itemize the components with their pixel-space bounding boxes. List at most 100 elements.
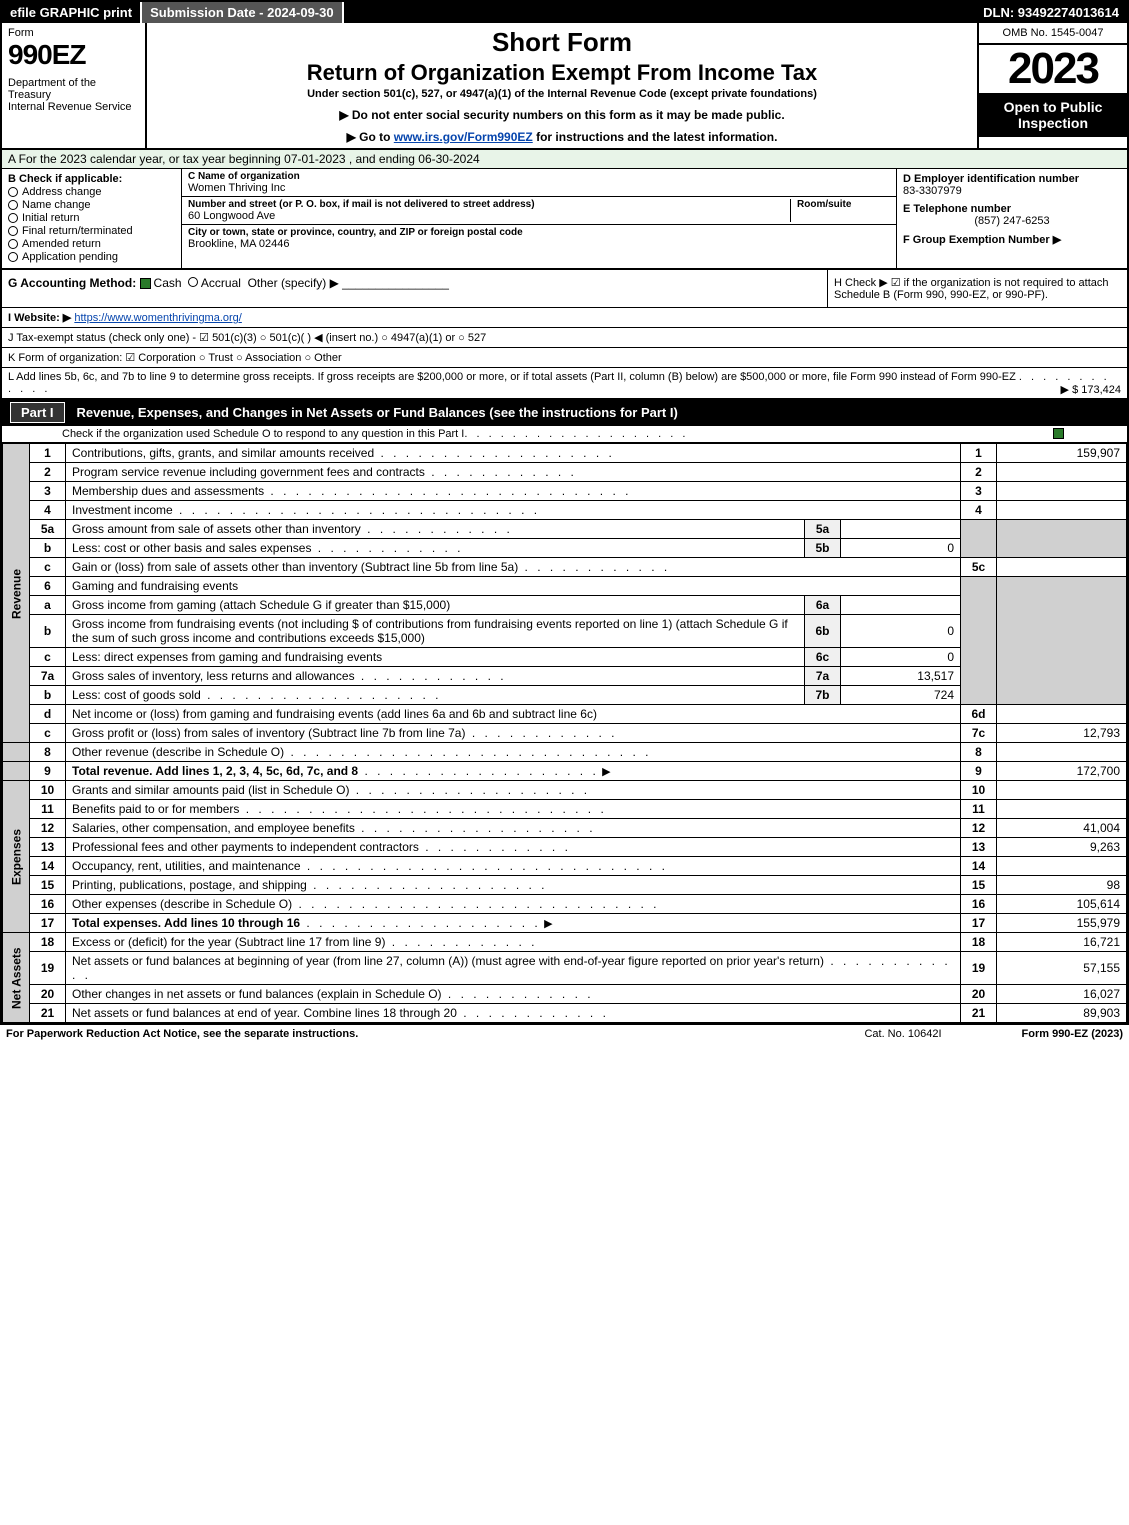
line-6d: dNet income or (loss) from gaming and fu… [3,705,1127,724]
dots [442,987,594,1001]
check-label: Application pending [22,251,118,263]
website-link[interactable]: https://www.womenthrivingma.org/ [74,312,242,324]
arrow-icon: ▶ [602,766,610,778]
ln-rnum: 9 [961,762,997,781]
ln-desc: Gross profit or (loss) from sales of inv… [66,724,961,743]
ln-num: 18 [30,933,66,952]
ln-val: 16,721 [997,933,1127,952]
ln-rnum: 13 [961,838,997,857]
ln-val [997,558,1127,577]
ln-num: c [30,724,66,743]
form-number: 990EZ [8,39,139,71]
check-final-return[interactable]: Final return/terminated [8,225,175,237]
desc-text: Contributions, gifts, grants, and simila… [72,446,374,460]
ln-num: 13 [30,838,66,857]
dots [349,783,590,797]
desc-text: Excess or (deficit) for the year (Subtra… [72,935,385,949]
desc-text: Gross amount from sale of assets other t… [72,522,361,536]
accrual-label: Accrual [201,276,241,290]
line-18: Net Assets18Excess or (deficit) for the … [3,933,1127,952]
instr-ssn: ▶ Do not enter social security numbers o… [157,108,967,122]
desc-text: Other expenses (describe in Schedule O) [72,897,292,911]
ln-desc: Printing, publications, postage, and shi… [66,876,961,895]
header-right: OMB No. 1545-0047 2023 Open to Public In… [977,23,1127,148]
ln-rnum: 12 [961,819,997,838]
irs-link[interactable]: www.irs.gov/Form990EZ [394,130,533,144]
ln-desc: Gross income from gaming (attach Schedul… [66,596,805,615]
ln-num: 19 [30,952,66,985]
ln-val: 12,793 [997,724,1127,743]
ein-value: 83-3307979 [903,185,1121,197]
ein-label: D Employer identification number [903,173,1121,185]
ln-desc: Gain or (loss) from sale of assets other… [66,558,961,577]
ln-desc: Gross income from fundraising events (no… [66,615,805,648]
ln-rnum: 20 [961,985,997,1004]
ln-rnum: 5c [961,558,997,577]
ln-num: b [30,686,66,705]
line-8: 8Other revenue (describe in Schedule O)8 [3,743,1127,762]
line-3: 3Membership dues and assessments3 [3,482,1127,501]
ln-rnum: 4 [961,501,997,520]
line-4: 4Investment income4 [3,501,1127,520]
mini-num: 5b [805,539,841,558]
check-amended-return[interactable]: Amended return [8,238,175,250]
ln-rnum: 1 [961,444,997,463]
dots [355,821,596,835]
check-name-change[interactable]: Name change [8,199,175,211]
ln-rnum: 8 [961,743,997,762]
ln-desc: Other changes in net assets or fund bala… [66,985,961,1004]
dots [301,859,668,873]
dots [465,726,617,740]
schedule-o-checkbox[interactable] [1053,428,1064,439]
ln-num: 2 [30,463,66,482]
street-label: Number and street (or P. O. box, if mail… [188,199,790,210]
ln-rnum: 11 [961,800,997,819]
line-5c: cGain or (loss) from sale of assets othe… [3,558,1127,577]
line-7a: 7aGross sales of inventory, less returns… [3,667,1127,686]
ln-num: 11 [30,800,66,819]
ln-rnum: 7c [961,724,997,743]
ln-num: 14 [30,857,66,876]
part-1-header: Part I Revenue, Expenses, and Changes in… [2,399,1127,426]
ln-desc: Gross sales of inventory, less returns a… [66,667,805,686]
line-6: 6Gaming and fundraising events [3,577,1127,596]
submission-date: Submission Date - 2024-09-30 [142,2,344,23]
ln-rnum: 19 [961,952,997,985]
mini-val: 724 [841,686,961,705]
shaded [961,577,997,705]
desc-text: Less: direct expenses from gaming and fu… [72,650,382,664]
line-19: 19Net assets or fund balances at beginni… [3,952,1127,985]
dots [264,484,631,498]
ln-val: 98 [997,876,1127,895]
check-application-pending[interactable]: Application pending [8,251,175,263]
cash-label: Cash [154,276,182,290]
line-9: 9 Total revenue. Add lines 1, 2, 3, 4, 5c… [3,762,1127,781]
shaded [997,520,1127,558]
ln-desc: Benefits paid to or for members [66,800,961,819]
desc-text: Benefits paid to or for members [72,802,239,816]
mini-val: 13,517 [841,667,961,686]
checkbox-icon [8,226,18,236]
ln-desc: Grants and similar amounts paid (list in… [66,781,961,800]
desc-text: Total revenue. Add lines 1, 2, 3, 4, 5c,… [72,764,358,778]
mini-num: 6b [805,615,841,648]
city-cell: City or town, state or province, country… [182,225,896,268]
desc-text: Less: cost or other basis and sales expe… [72,541,311,555]
check-label: Final return/terminated [22,225,133,237]
ln-desc: Investment income [66,501,961,520]
street-cell: Number and street (or P. O. box, if mail… [182,197,896,225]
cash-checkbox[interactable] [140,278,151,289]
mini-val: 0 [841,648,961,667]
desc-text: Program service revenue including govern… [72,465,425,479]
check-address-change[interactable]: Address change [8,186,175,198]
city-value: Brookline, MA 02446 [188,238,890,250]
desc-text: Less: cost of goods sold [72,688,201,702]
row-a-tax-year: A For the 2023 calendar year, or tax yea… [2,150,1127,169]
part-1-sub-text: Check if the organization used Schedule … [62,428,464,440]
accrual-checkbox[interactable] [188,277,198,287]
check-initial-return[interactable]: Initial return [8,212,175,224]
ln-val: 105,614 [997,895,1127,914]
part-1-title: Revenue, Expenses, and Changes in Net As… [77,405,678,420]
shaded [997,577,1127,705]
desc-text: Printing, publications, postage, and shi… [72,878,307,892]
